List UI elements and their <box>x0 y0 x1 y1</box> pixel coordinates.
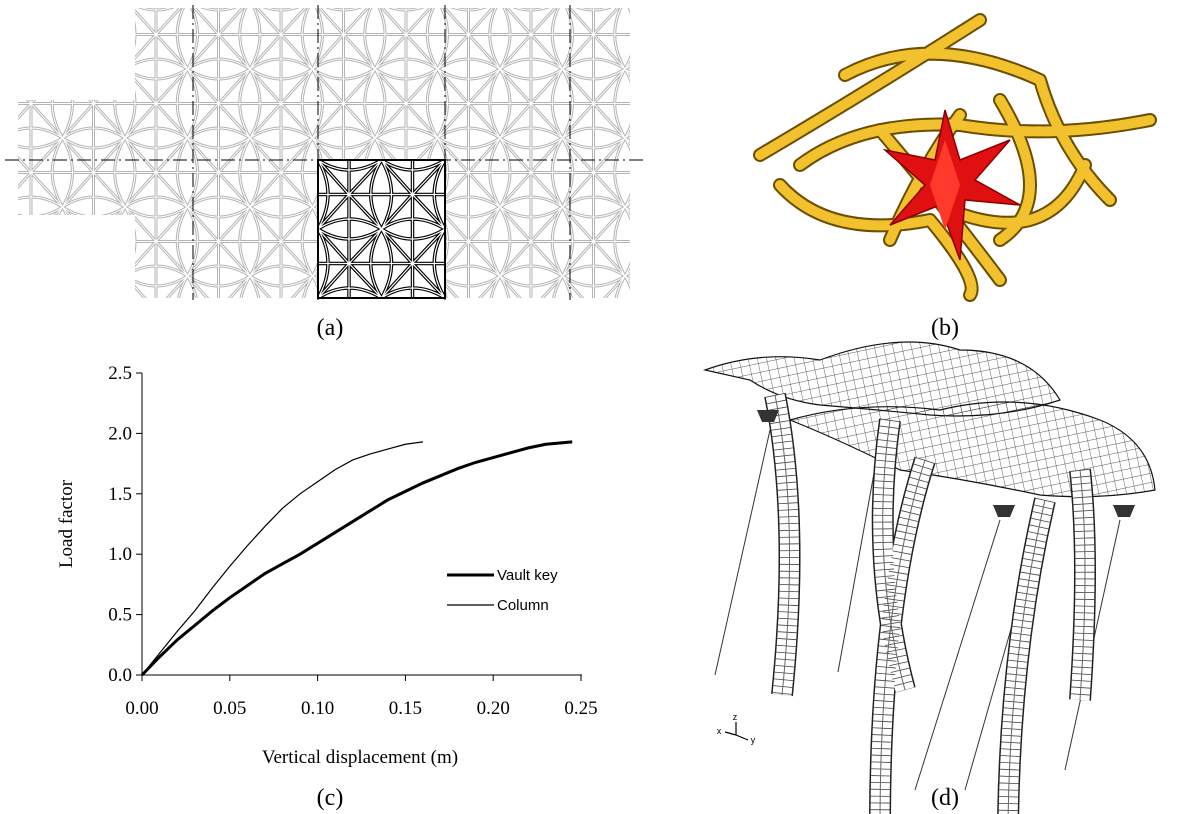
y-tick-label: 1.0 <box>108 544 132 565</box>
x-tick-label: 0.00 <box>125 698 158 719</box>
highlight-bay <box>318 160 445 298</box>
x-tick-label: 0.25 <box>564 698 597 719</box>
y-tick-label: 1.5 <box>108 484 132 505</box>
series-line <box>142 442 423 675</box>
panel-c: Load factor Vertical displacement (m) (c… <box>56 363 598 811</box>
legend-label: Column <box>497 597 549 614</box>
series-line <box>142 442 572 675</box>
y-tick-label: 0.5 <box>108 605 132 626</box>
x-tick-label: 0.20 <box>477 698 510 719</box>
caption: (d) <box>931 785 959 811</box>
legend-label: Vault key <box>497 567 558 584</box>
caption: (c) <box>317 785 344 811</box>
figure: (a) (b) Load factor Vertical displacemen… <box>0 0 1189 814</box>
vault-plan-wing <box>18 100 135 215</box>
x-axis-label: Vertical displacement (m) <box>262 747 458 768</box>
x-tick-label: 0.15 <box>389 698 422 719</box>
panel-d: z x y (d) <box>705 342 1155 814</box>
axis-triad <box>725 722 748 740</box>
x-tick-label: 0.05 <box>213 698 246 719</box>
y-tick-label: 2.0 <box>108 423 132 444</box>
y-tick-label: 2.5 <box>108 363 132 384</box>
panel-a: (a) <box>5 5 645 341</box>
y-tick-label: 0.0 <box>108 665 132 686</box>
axis-label: x <box>717 726 722 736</box>
panel-b: (b) <box>760 20 1150 341</box>
caption: (b) <box>931 315 959 341</box>
y-axis-label: Load factor <box>56 479 77 568</box>
caption: (a) <box>317 315 344 341</box>
axis-label: y <box>751 735 756 745</box>
axis-label: z <box>733 712 738 722</box>
x-tick-label: 0.10 <box>301 698 334 719</box>
roof-2 <box>790 402 1155 497</box>
